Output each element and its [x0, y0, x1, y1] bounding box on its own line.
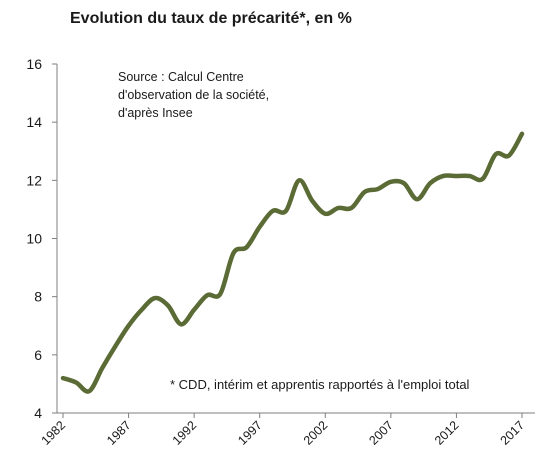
- x-tick-label: 2007: [366, 418, 396, 448]
- y-tick-label: 4: [34, 405, 42, 421]
- x-tick-label: 2002: [301, 418, 331, 448]
- y-tick-label: 16: [26, 56, 42, 72]
- chart-title: Evolution du taux de précarité*, en %: [70, 10, 352, 27]
- x-axis-ticks: 1982 1987 1992 1997 2002 2007 2012 2017: [39, 413, 528, 448]
- x-tick-label: 1992: [170, 418, 200, 448]
- x-tick-label: 2012: [432, 418, 462, 448]
- x-tick-label: 1997: [235, 418, 265, 448]
- y-tick-label: 8: [34, 289, 42, 305]
- source-line: d'après Insee: [118, 106, 193, 120]
- y-tick-label: 12: [26, 172, 42, 188]
- x-tick-label: 1987: [104, 418, 134, 448]
- y-tick-label: 10: [26, 231, 42, 247]
- series-layer: [60, 131, 525, 394]
- x-tick-label: 2017: [498, 418, 528, 448]
- source-line: d'observation de la société,: [118, 88, 270, 102]
- source-annotation: Source : Calcul Centre d'observation de …: [118, 68, 269, 122]
- x-tick-label: 1982: [39, 418, 69, 448]
- y-tick-label: 14: [26, 114, 42, 130]
- y-axis-ticks: 4 6 8 10 12 14 16: [26, 56, 57, 421]
- y-tick-label: 6: [34, 347, 42, 363]
- footnote: * CDD, intérim et apprentis rapportés à …: [170, 377, 470, 392]
- source-line: Source : Calcul Centre: [118, 70, 244, 84]
- series-line: [60, 131, 525, 394]
